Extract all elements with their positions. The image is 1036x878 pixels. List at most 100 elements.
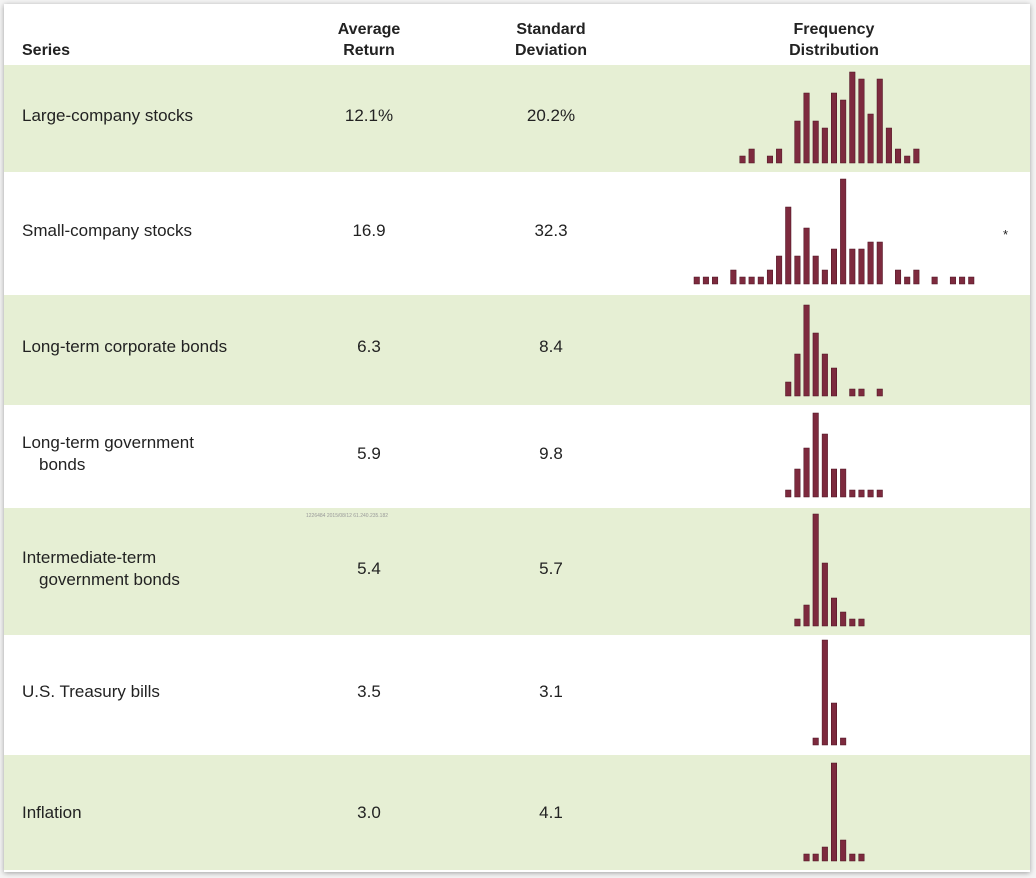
frequency-bar: [831, 92, 837, 164]
standard-deviation: 9.8: [539, 443, 563, 463]
frequency-bar: [785, 381, 792, 397]
frequency-bar: [766, 269, 773, 285]
frequency-bar: [858, 78, 865, 164]
frequency-bar: [858, 489, 865, 498]
frequency-bar: [959, 276, 966, 285]
column-header: Frequency: [793, 21, 875, 38]
frequency-bar: [876, 78, 883, 164]
standard-deviation: 8.4: [539, 337, 563, 356]
frequency-bar: [876, 241, 883, 285]
frequency-bar: [831, 702, 837, 746]
average-return: 6.3: [357, 337, 381, 356]
series-name: Large-company stocks: [22, 105, 194, 125]
column-header: Standard: [516, 21, 586, 38]
frequency-bar: [904, 276, 911, 285]
series-name: bonds: [39, 454, 86, 474]
frequency-bar: [849, 248, 856, 285]
frequency-bar: [968, 276, 975, 285]
standard-deviation: 20.2%: [526, 105, 576, 125]
series-name: Long-term government: [22, 432, 194, 452]
frequency-bar: [757, 276, 764, 285]
frequency-bar: [895, 269, 902, 285]
frequency-bar: [858, 618, 865, 627]
average-return: 5.4: [357, 558, 381, 578]
frequency-bar: [840, 839, 847, 862]
row-background: [4, 295, 1030, 405]
frequency-bar: [739, 155, 746, 164]
column-header: Series: [22, 42, 71, 59]
frequency-bar: [913, 148, 920, 164]
average-return: 3.5: [357, 682, 381, 701]
frequency-bar: [776, 255, 783, 285]
frequency-bar: [812, 853, 819, 862]
frequency-bar: [812, 255, 819, 285]
frequency-bar: [840, 611, 847, 627]
frequency-bar: [821, 562, 828, 627]
row-background: [4, 508, 1030, 635]
standard-deviation: 4.1: [539, 802, 563, 822]
standard-deviation: 32.3: [534, 220, 568, 240]
average-return: 16.9: [352, 220, 386, 240]
column-header: Average: [337, 21, 401, 38]
series-name: government bonds: [39, 569, 180, 589]
frequency-bar: [766, 155, 773, 164]
frequency-bar: [867, 113, 874, 164]
frequency-bar: [712, 276, 719, 285]
frequency-bar: [831, 468, 837, 498]
frequency-bar: [794, 353, 801, 397]
frequency-bar: [821, 846, 828, 862]
average-return: 5.9: [357, 443, 381, 463]
column-header: Return: [343, 42, 395, 59]
frequency-bar: [803, 304, 810, 397]
frequency-bar: [803, 227, 810, 285]
frequency-bar: [949, 276, 956, 285]
frequency-bar: [821, 433, 828, 498]
standard-deviation: 5.7: [539, 558, 563, 578]
frequency-bar: [821, 269, 828, 285]
frequency-bar: [812, 513, 819, 627]
series-name: Intermediate-term: [22, 547, 157, 567]
frequency-bar: [812, 120, 819, 164]
series-name: U.S. Treasury bills: [22, 682, 160, 701]
frequency-bar: [867, 241, 874, 285]
frequency-bar: [821, 353, 828, 397]
frequency-bar: [693, 276, 700, 285]
frequency-bar: [849, 618, 856, 627]
frequency-bar: [831, 248, 837, 285]
series-name: Small-company stocks: [22, 220, 193, 240]
frequency-bar: [831, 762, 837, 862]
frequency-bar: [803, 92, 810, 164]
frequency-bar: [840, 737, 847, 746]
frequency-bar: [739, 276, 746, 285]
frequency-bar: [858, 853, 865, 862]
frequency-bar: [702, 276, 709, 285]
frequency-bar: [794, 255, 801, 285]
frequency-bar: [885, 127, 892, 164]
frequency-bar: [849, 388, 856, 397]
frequency-bar: [849, 71, 856, 164]
frequency-bar: [803, 447, 810, 498]
frequency-bar: [913, 269, 920, 285]
watermark: 1226484 2015/08/12 61.240.235.182: [306, 513, 389, 519]
frequency-bar: [812, 332, 819, 397]
frequency-bar: [785, 489, 792, 498]
row-background: [4, 755, 1030, 870]
frequency-bar: [904, 155, 911, 164]
frequency-bar: [776, 148, 783, 164]
frequency-bar: [858, 388, 865, 397]
frequency-bar: [794, 120, 801, 164]
frequency-bar: [812, 737, 819, 746]
frequency-bar: [840, 178, 847, 285]
frequency-bar: [849, 489, 856, 498]
frequency-bar: [748, 276, 755, 285]
frequency-bar: [931, 276, 938, 285]
frequency-bar: [748, 148, 755, 164]
series-name: Long-term corporate bonds: [22, 337, 228, 356]
frequency-bar: [895, 148, 902, 164]
frequency-bar: [812, 412, 819, 498]
average-return: 12.1%: [344, 105, 394, 125]
average-return: 3.0: [357, 802, 381, 822]
column-header: Distribution: [789, 42, 879, 59]
